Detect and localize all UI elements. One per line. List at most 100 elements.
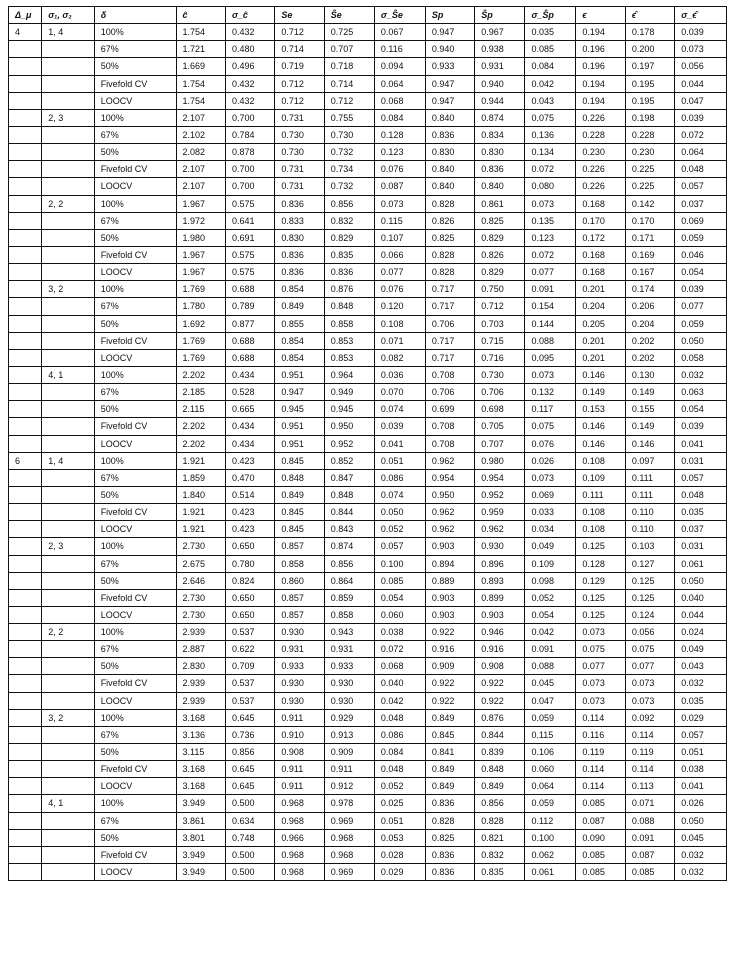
cell: 0.103	[625, 538, 674, 555]
header-label: Δ_μ	[15, 10, 31, 20]
table-row: Fivefold CV1.9210.4230.8450.8440.0500.96…	[9, 504, 727, 521]
cell: 0.135	[525, 212, 576, 229]
cell: 0.100	[374, 555, 425, 572]
cell: 0.228	[625, 126, 674, 143]
cell	[9, 109, 42, 126]
cell: 2.887	[176, 641, 225, 658]
col-delta-mu: Δ_μ	[9, 7, 42, 24]
cell: 0.115	[374, 212, 425, 229]
table-row: LOOCV3.1680.6450.9110.9120.0520.8490.849…	[9, 778, 727, 795]
cell: 0.204	[625, 315, 674, 332]
cell	[42, 161, 95, 178]
cell: 3.168	[176, 709, 225, 726]
cell: 1.967	[176, 195, 225, 212]
cell: 0.700	[225, 109, 274, 126]
table-row: 67%2.1850.5280.9470.9490.0700.7060.7060.…	[9, 384, 727, 401]
cell: 0.226	[576, 161, 625, 178]
cell: 0.712	[324, 92, 374, 109]
cell: 0.968	[275, 795, 324, 812]
cell: 0.069	[525, 486, 576, 503]
cell: 0.943	[324, 624, 374, 641]
header-label: Se	[281, 10, 292, 20]
cell: 0.071	[625, 795, 674, 812]
cell: 0.849	[475, 778, 525, 795]
cell	[9, 709, 42, 726]
cell	[42, 726, 95, 743]
cell: 0.048	[675, 486, 727, 503]
cell: 0.903	[425, 589, 474, 606]
cell: 0.197	[625, 58, 674, 75]
cell: 0.784	[225, 126, 274, 143]
header-label: ĉ	[183, 10, 188, 20]
header-label: σ_ϵ̂	[681, 10, 696, 20]
cell: 0.064	[374, 75, 425, 92]
cell: 0.968	[275, 846, 324, 863]
cell: 0.074	[374, 401, 425, 418]
cell: 0.665	[225, 401, 274, 418]
cell: 0.120	[374, 298, 425, 315]
col-sigmas: σ₁, σ₂	[42, 7, 95, 24]
header-label: ϵ	[582, 10, 586, 20]
cell: 0.091	[625, 829, 674, 846]
cell: 0.856	[225, 744, 274, 761]
cell: 0.073	[675, 41, 727, 58]
cell: 0.828	[425, 264, 474, 281]
cell: 67%	[94, 812, 176, 829]
cell	[42, 641, 95, 658]
cell: 0.032	[675, 864, 727, 881]
cell: 0.052	[374, 778, 425, 795]
cell: 0.966	[275, 829, 324, 846]
cell	[42, 75, 95, 92]
cell: 0.836	[425, 795, 474, 812]
cell: 0.828	[475, 812, 525, 829]
cell: 0.042	[525, 75, 576, 92]
cell: 0.052	[525, 589, 576, 606]
cell: 0.691	[225, 229, 274, 246]
cell: 0.051	[675, 744, 727, 761]
cell: 0.938	[475, 41, 525, 58]
cell	[9, 692, 42, 709]
cell: 0.123	[525, 229, 576, 246]
cell: 0.035	[675, 692, 727, 709]
cell: 1.780	[176, 298, 225, 315]
cell	[9, 726, 42, 743]
cell	[9, 212, 42, 229]
cell: 0.896	[475, 555, 525, 572]
table-row: Fivefold CV2.2020.4340.9510.9500.0390.70…	[9, 418, 727, 435]
cell: 0.168	[576, 246, 625, 263]
table-wrapper: Δ_μ σ₁, σ₂ δ ĉ σ_ĉ Se Ŝe σ_Ŝe Sp Ŝp σ_Ŝp…	[0, 0, 735, 893]
cell: 0.836	[275, 246, 324, 263]
cell: 0.091	[525, 641, 576, 658]
cell	[9, 401, 42, 418]
cell: 0.170	[576, 212, 625, 229]
cell: 0.922	[425, 692, 474, 709]
cell	[9, 246, 42, 263]
cell: Fivefold CV	[94, 761, 176, 778]
table-row: 67%1.7210.4800.7140.7070.1160.9400.9380.…	[9, 41, 727, 58]
cell: 0.039	[675, 24, 727, 41]
cell: 67%	[94, 212, 176, 229]
cell: 0.829	[475, 264, 525, 281]
cell: 0.032	[675, 675, 727, 692]
cell: 0.036	[374, 366, 425, 383]
cell	[42, 349, 95, 366]
col-sp: Sp	[425, 7, 474, 24]
cell: 0.945	[324, 401, 374, 418]
cell: 0.068	[374, 92, 425, 109]
cell: 0.849	[425, 709, 474, 726]
cell: 0.930	[475, 538, 525, 555]
cell: Fivefold CV	[94, 332, 176, 349]
cell: 0.033	[525, 504, 576, 521]
cell: 0.088	[525, 658, 576, 675]
cell: 0.840	[475, 178, 525, 195]
cell: 0.908	[475, 658, 525, 675]
cell: 0.045	[525, 675, 576, 692]
cell: 0.051	[374, 452, 425, 469]
cell: 0.084	[374, 744, 425, 761]
cell: 0.968	[324, 829, 374, 846]
cell: 0.940	[475, 75, 525, 92]
cell: 0.047	[675, 92, 727, 109]
cell: 0.650	[225, 538, 274, 555]
cell: 0.840	[425, 178, 474, 195]
cell: 0.041	[675, 778, 727, 795]
